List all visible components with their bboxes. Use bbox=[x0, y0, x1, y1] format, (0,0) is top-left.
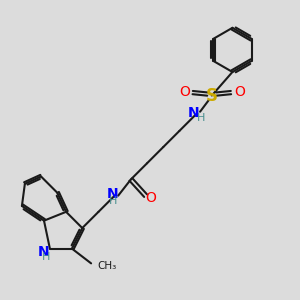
Text: H: H bbox=[42, 253, 50, 262]
Text: O: O bbox=[179, 85, 190, 99]
Text: H: H bbox=[109, 196, 117, 206]
Text: N: N bbox=[188, 106, 199, 121]
Text: CH₃: CH₃ bbox=[98, 261, 117, 271]
Text: O: O bbox=[234, 85, 245, 99]
Text: N: N bbox=[107, 188, 119, 202]
Text: O: O bbox=[146, 191, 156, 205]
Text: N: N bbox=[38, 245, 49, 259]
Text: S: S bbox=[206, 86, 218, 104]
Text: H: H bbox=[196, 112, 205, 123]
